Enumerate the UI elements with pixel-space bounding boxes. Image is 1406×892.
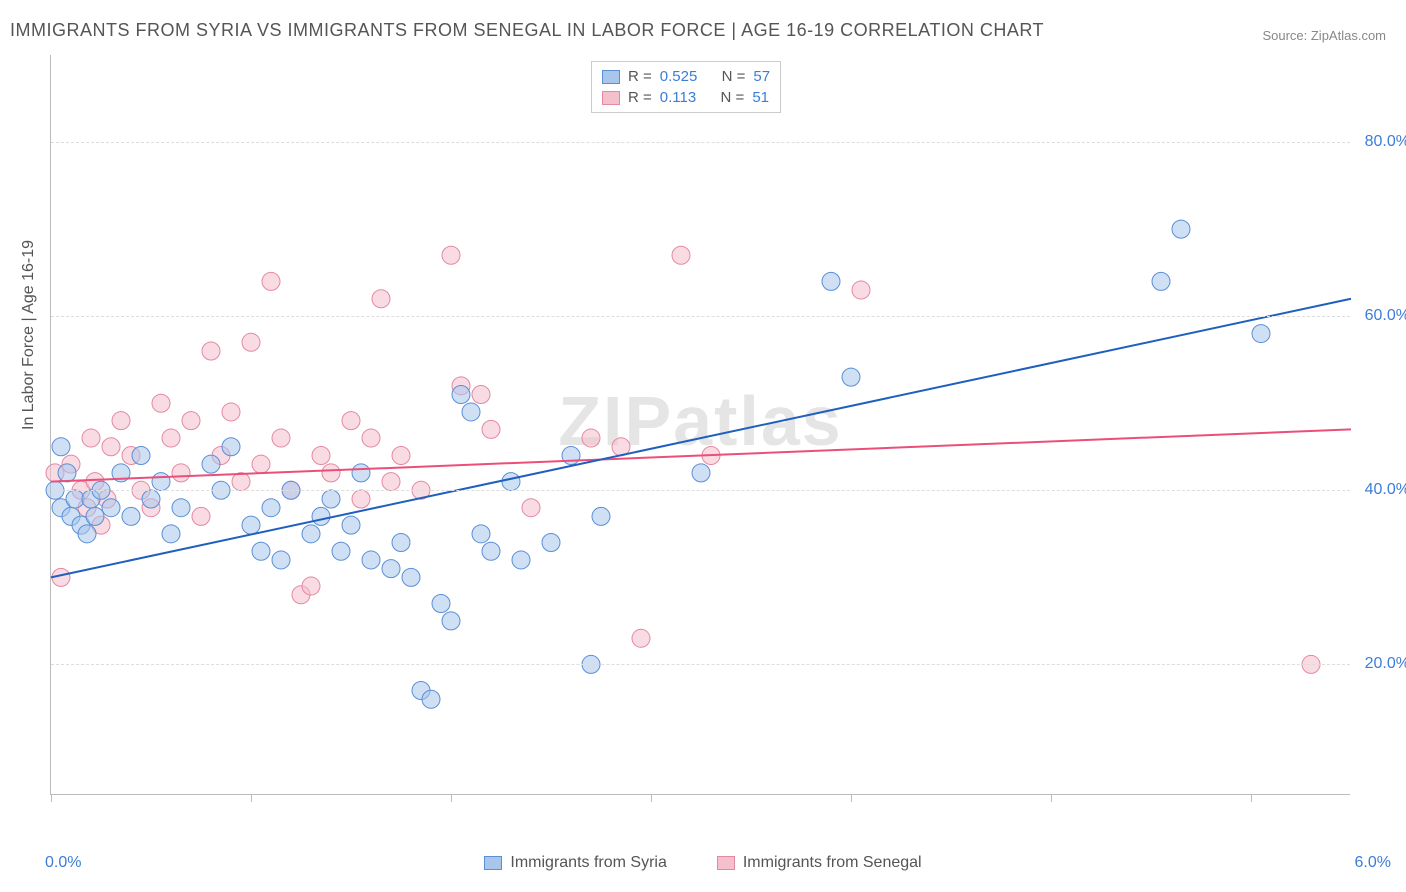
gridline <box>51 664 1350 665</box>
y-tick-label: 80.0% <box>1365 133 1406 151</box>
r-label: R = <box>628 89 652 106</box>
swatch-senegal <box>602 91 620 105</box>
swatch-syria-icon <box>484 856 502 870</box>
swatch-syria <box>602 70 620 84</box>
legend-item-senegal: Immigrants from Senegal <box>717 854 922 872</box>
r-label: R = <box>628 68 652 85</box>
r-value-senegal: 0.113 <box>660 89 696 106</box>
y-tick-label: 40.0% <box>1365 481 1406 499</box>
chart-title: IMMIGRANTS FROM SYRIA VS IMMIGRANTS FROM… <box>10 20 1044 41</box>
x-tick <box>1051 794 1052 802</box>
legend-row-senegal: R = 0.113 N = 51 <box>602 87 770 108</box>
x-tick <box>451 794 452 802</box>
gridline <box>51 316 1350 317</box>
y-tick-label: 20.0% <box>1365 655 1406 673</box>
source-label: Source: ZipAtlas.com <box>1262 28 1386 43</box>
y-axis-label: In Labor Force | Age 16-19 <box>20 240 38 430</box>
scatter-svg <box>51 55 1350 794</box>
n-label: N = <box>722 68 746 85</box>
legend-row-syria: R = 0.525 N = 57 <box>602 66 770 87</box>
correlation-legend: R = 0.525 N = 57 R = 0.113 N = 51 <box>591 61 781 113</box>
x-tick <box>651 794 652 802</box>
x-tick <box>51 794 52 802</box>
x-tick <box>251 794 252 802</box>
n-label: N = <box>721 89 745 106</box>
series-label-syria: Immigrants from Syria <box>510 854 666 872</box>
plot-area: ZIPatlas R = 0.525 N = 57 R = 0.113 N = … <box>50 55 1350 795</box>
gridline <box>51 490 1350 491</box>
swatch-senegal-icon <box>717 856 735 870</box>
x-tick <box>851 794 852 802</box>
legend-item-syria: Immigrants from Syria <box>484 854 666 872</box>
x-tick <box>1251 794 1252 802</box>
series-legend: Immigrants from Syria Immigrants from Se… <box>0 854 1406 872</box>
gridline <box>51 142 1350 143</box>
n-value-syria: 57 <box>753 68 770 85</box>
n-value-senegal: 51 <box>752 89 769 106</box>
y-tick-label: 60.0% <box>1365 307 1406 325</box>
r-value-syria: 0.525 <box>660 68 698 85</box>
chart-container: IMMIGRANTS FROM SYRIA VS IMMIGRANTS FROM… <box>0 0 1406 892</box>
series-label-senegal: Immigrants from Senegal <box>743 854 922 872</box>
